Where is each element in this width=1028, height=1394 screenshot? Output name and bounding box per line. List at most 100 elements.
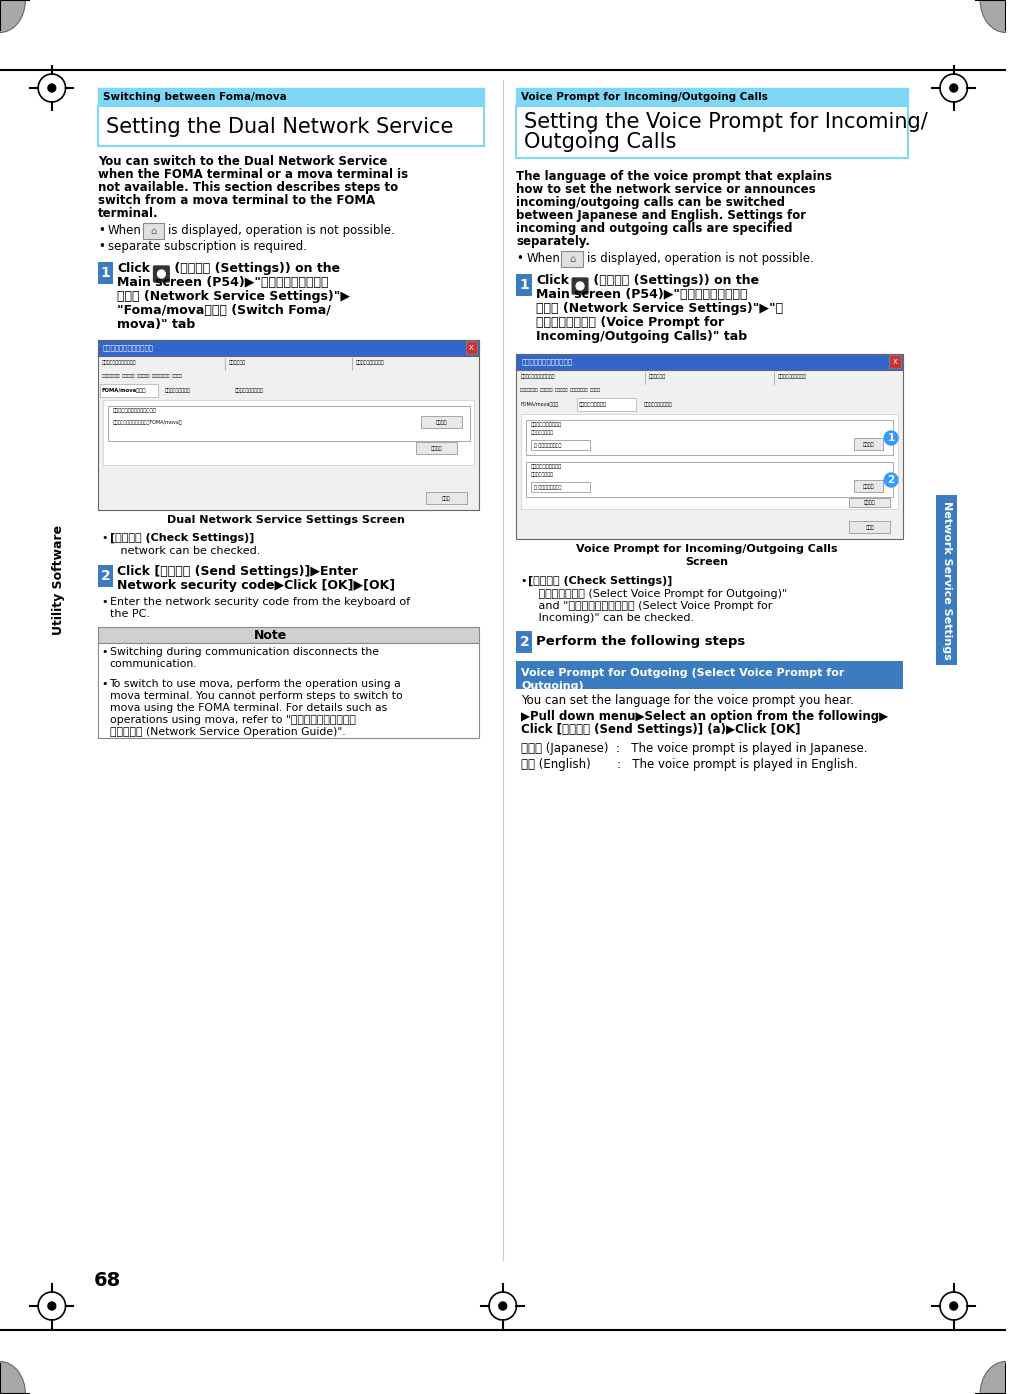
Bar	[98, 643, 479, 737]
Bar	[516, 354, 903, 369]
Text: Enter the network security code from the keyboard of: Enter the network security code from the…	[110, 597, 410, 606]
Text: 迷惑電話ストップサービス: 迷惑電話ストップサービス	[520, 374, 555, 379]
Text: When: When	[108, 224, 142, 237]
Text: (各種設定 (Settings)) on the: (各種設定 (Settings)) on the	[171, 262, 340, 275]
FancyBboxPatch shape	[153, 266, 170, 282]
Text: Outgoing): Outgoing)	[521, 682, 584, 691]
Text: Setting the Dual Network Service: Setting the Dual Network Service	[106, 117, 453, 137]
Text: ローミングガイダンス: ローミングガイダンス	[356, 360, 384, 364]
Text: Dual Network Service Settings Screen: Dual Network Service Settings Screen	[167, 514, 405, 526]
Text: Click: Click	[536, 275, 570, 287]
FancyBboxPatch shape	[573, 277, 588, 294]
Text: •: •	[102, 647, 108, 657]
Text: •: •	[98, 224, 105, 237]
Bar	[516, 106, 908, 158]
Text: •: •	[98, 240, 105, 252]
Text: Voice Prompt for Outgoing (Select Voice Prompt for: Voice Prompt for Outgoing (Select Voice …	[521, 668, 845, 677]
Text: Setting the Voice Prompt for Incoming/: Setting the Voice Prompt for Incoming/	[524, 112, 928, 132]
Bar	[854, 438, 883, 450]
Bar	[531, 441, 590, 450]
Circle shape	[884, 473, 897, 487]
Ellipse shape	[0, 1362, 26, 1394]
Bar	[516, 88, 908, 106]
Bar	[516, 354, 903, 539]
Bar	[854, 480, 883, 492]
Text: 1: 1	[519, 277, 529, 291]
Bar	[98, 565, 113, 587]
Text: 発信時ガイダンス: 発信時ガイダンス	[531, 429, 554, 435]
Text: the PC.: the PC.	[110, 609, 149, 619]
Text: between Japanese and English. Settings for: between Japanese and English. Settings f…	[516, 209, 807, 222]
Text: － 選択して下さい－: － 選択して下さい－	[535, 442, 561, 447]
Text: 発信時ガイダンス選択: 発信時ガイダンス選択	[531, 422, 562, 427]
Text: Network Service Settings: Network Service Settings	[942, 500, 952, 659]
Text: mova using the FOMA terminal. For details such as: mova using the FOMA terminal. For detail…	[110, 703, 387, 712]
Text: To switch to use mova, perform the operation using a: To switch to use mova, perform the opera…	[110, 679, 401, 689]
Bar	[577, 399, 635, 411]
Bar	[889, 355, 901, 368]
Bar	[426, 492, 467, 505]
Text: •: •	[520, 576, 527, 585]
Text: separate subscription is required.: separate subscription is required.	[108, 240, 306, 252]
Text: •: •	[102, 679, 108, 689]
Text: 設定確認: 設定確認	[431, 446, 442, 450]
Bar	[103, 400, 474, 466]
Text: 1: 1	[101, 266, 111, 280]
Bar	[420, 415, 462, 428]
Text: 遠隔アクセス: 遠隔アクセス	[649, 374, 666, 379]
Text: 閉じる: 閉じる	[866, 524, 874, 530]
Text: communication.: communication.	[110, 659, 197, 669]
Circle shape	[950, 1302, 958, 1310]
Text: Switching during communication disconnects the: Switching during communication disconnec…	[110, 647, 378, 657]
Text: 68: 68	[94, 1270, 121, 1289]
Text: not available. This section describes steps to: not available. This section describes st…	[98, 181, 398, 194]
Text: ネットワークサービス設定: ネットワークサービス設定	[103, 344, 154, 351]
Text: ⌂: ⌂	[570, 254, 576, 263]
Text: 迷惑電話ストップサービス: 迷惑電話ストップサービス	[102, 360, 137, 364]
Text: how to set the network service or announces: how to set the network service or announ…	[516, 183, 816, 197]
Text: is displayed, operation is not possible.: is displayed, operation is not possible.	[587, 252, 813, 265]
Circle shape	[884, 431, 897, 445]
Circle shape	[48, 84, 56, 92]
Bar	[849, 498, 890, 507]
Text: •: •	[102, 533, 108, 544]
Text: Voice Prompt for Incoming/Outgoing Calls: Voice Prompt for Incoming/Outgoing Calls	[521, 92, 768, 102]
Bar	[531, 482, 590, 492]
Text: •: •	[516, 252, 523, 265]
Text: 設定送信: 設定送信	[862, 484, 875, 488]
Text: network can be checked.: network can be checked.	[110, 546, 260, 556]
Bar	[108, 406, 470, 441]
Circle shape	[499, 1302, 507, 1310]
Text: Click [設定送信 (Send Settings)]▶Enter: Click [設定送信 (Send Settings)]▶Enter	[117, 565, 358, 579]
Text: •: •	[102, 597, 108, 606]
Bar	[98, 340, 479, 355]
Text: 発信者番号通知  留守番電話  拡きでんわ  番号通知拒否い  話中着信: 発信者番号通知 留守番電話 拡きでんわ 番号通知拒否い 話中着信	[102, 374, 182, 378]
Text: 2: 2	[519, 636, 529, 650]
Text: "Foma/movaを切替 (Switch Foma/: "Foma/movaを切替 (Switch Foma/	[117, 304, 331, 316]
Ellipse shape	[980, 1362, 1028, 1394]
Text: Main screen (P54)▶"ネットワークサービ: Main screen (P54)▶"ネットワークサービ	[536, 289, 747, 301]
Bar	[516, 631, 533, 652]
Text: You can switch to the Dual Network Service: You can switch to the Dual Network Servi…	[98, 155, 388, 169]
Bar	[466, 342, 477, 354]
Text: 閉じる: 閉じる	[442, 495, 450, 500]
Text: mova terminal. You cannot perform steps to switch to: mova terminal. You cannot perform steps …	[110, 691, 402, 701]
Text: incoming/outgoing calls can be switched: incoming/outgoing calls can be switched	[516, 197, 785, 209]
Text: (各種設定 (Settings)) on the: (各種設定 (Settings)) on the	[589, 275, 759, 287]
Text: You can set the language for the voice prompt you hear.: You can set the language for the voice p…	[521, 694, 854, 707]
Text: [設定確認 (Check Settings)]: [設定確認 (Check Settings)]	[110, 533, 254, 544]
Text: Click: Click	[117, 262, 150, 275]
Text: ▶Pull down menu▶Select an option from the following▶: ▶Pull down menu▶Select an option from th…	[521, 710, 888, 723]
Bar	[98, 262, 113, 284]
Text: 着信時ガイダンス: 着信時ガイダンス	[531, 471, 554, 477]
Text: [設定確認 (Check Settings)]: [設定確認 (Check Settings)]	[528, 576, 672, 587]
Text: mova)" tab: mova)" tab	[117, 318, 195, 330]
Text: － 選択して下さい－: － 選択して下さい－	[535, 485, 561, 489]
Bar	[98, 88, 484, 106]
Text: operations using mova, refer to "ネットワークサービス: operations using mova, refer to "ネットワークサ…	[110, 715, 356, 725]
Text: incoming and outgoing calls are specified: incoming and outgoing calls are specifie…	[516, 222, 793, 236]
Bar	[143, 223, 164, 238]
Text: Utility Software: Utility Software	[52, 526, 65, 636]
Circle shape	[950, 84, 958, 92]
Text: Network security code▶Click [OK]▶[OK]: Network security code▶Click [OK]▶[OK]	[117, 579, 396, 592]
